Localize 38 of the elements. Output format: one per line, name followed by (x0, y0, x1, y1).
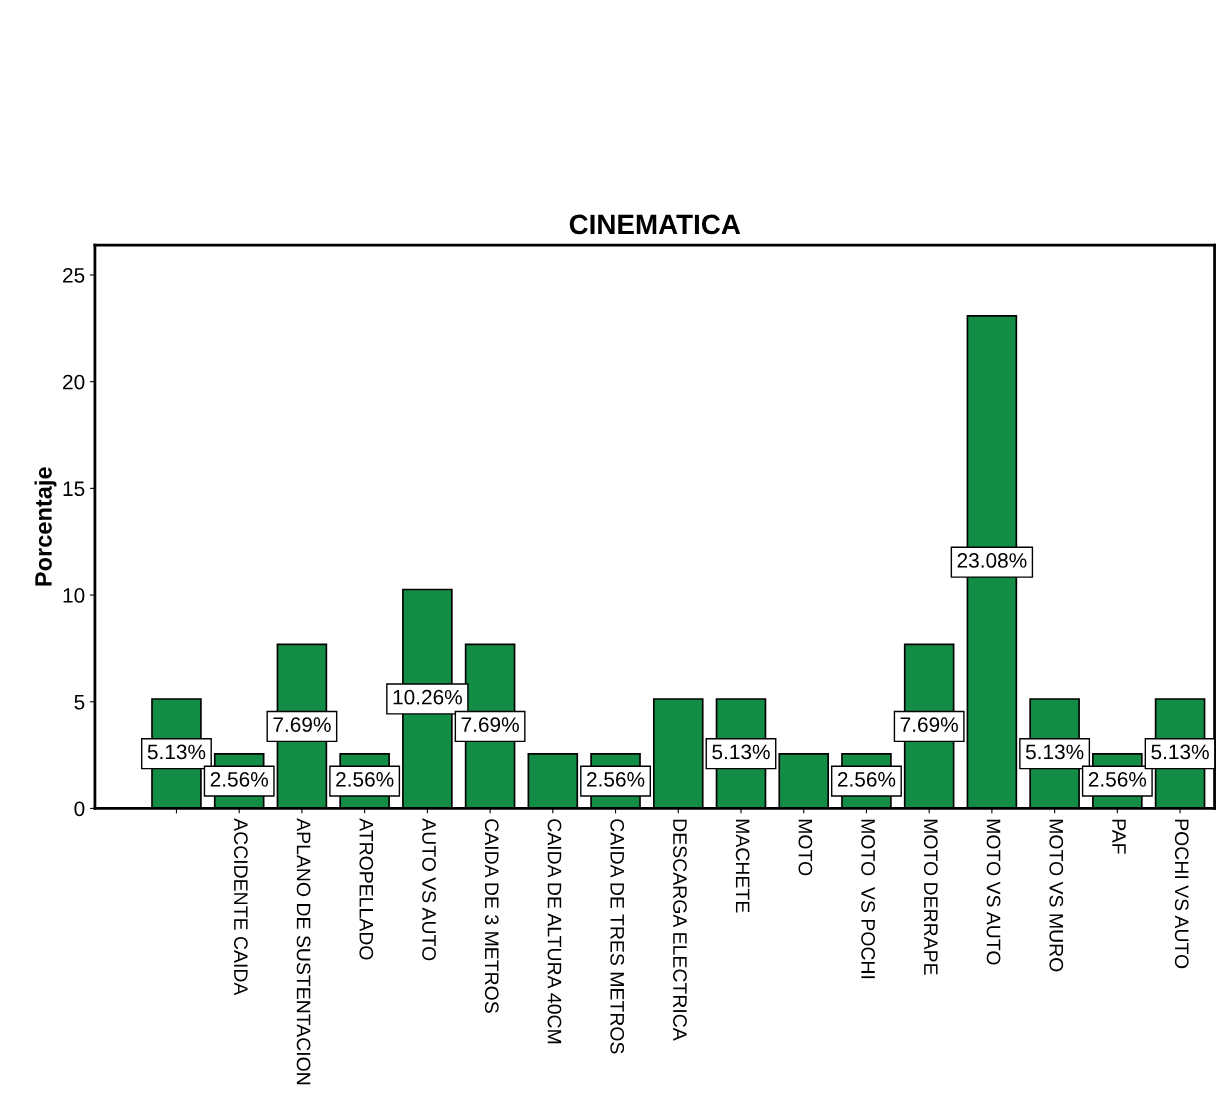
x-tick-label: MOTO DERRAPE (923, 819, 938, 975)
x-tick-label: DESCARGA ELECTRICA (673, 819, 687, 1041)
x-tick-label: POCHI VS AUTO (1174, 819, 1189, 969)
data-label: 5.13% (1025, 744, 1084, 760)
y-tick-label: 0 (74, 801, 85, 817)
chart-title: CINEMATICA (569, 214, 741, 235)
data-label: 2.56% (336, 771, 394, 787)
x-tick-label: PAF (1112, 819, 1126, 854)
data-label: 5.13% (1151, 744, 1209, 760)
x-tick-label: APLANO DE SUSTENTACION (296, 818, 311, 1085)
x-tick-label: CAIDA DE TRES METROS (610, 819, 625, 1054)
y-axis-title: Porcentaje (34, 467, 57, 586)
data-label: 2.56% (587, 771, 645, 787)
x-tick-label: MOTO (798, 819, 813, 876)
x-tick-label: CAIDA DE 3 METROS (484, 819, 499, 1013)
x-tick-label: MOTO VS MURO (1049, 819, 1064, 972)
data-label: 7.69% (900, 717, 958, 732)
x-tick-label: MOTO VS AUTO (986, 819, 1001, 965)
y-tick-label: 5 (74, 694, 85, 710)
x-tick-label: ATROPELLADO (359, 818, 374, 960)
data-label: 7.69% (273, 717, 331, 732)
x-tick-label: AUTO VS AUTO (422, 818, 436, 961)
data-label: 10.26% (393, 689, 462, 705)
y-tick-label: 15 (63, 481, 85, 497)
x-tick-label: CAIDA DE ALTURA 40CM (547, 819, 562, 1044)
y-tick-label: 25 (63, 267, 85, 283)
data-label: 2.56% (837, 771, 896, 787)
y-tick-label: 10 (63, 588, 85, 603)
data-label: 2.56% (210, 771, 268, 787)
y-tick-label: 20 (63, 374, 85, 390)
data-label: 2.56% (1088, 771, 1147, 787)
data-label: 5.13% (712, 744, 770, 760)
data-label: 23.08% (957, 553, 1027, 568)
data-label: 5.13% (147, 744, 206, 760)
data-label: 7.69% (461, 717, 519, 732)
x-tick-label: ACCIDENTE CAIDA (233, 818, 248, 996)
x-tick-label: MOTO VS POCHI (861, 819, 875, 979)
x-tick-label: MACHETE (735, 819, 750, 913)
